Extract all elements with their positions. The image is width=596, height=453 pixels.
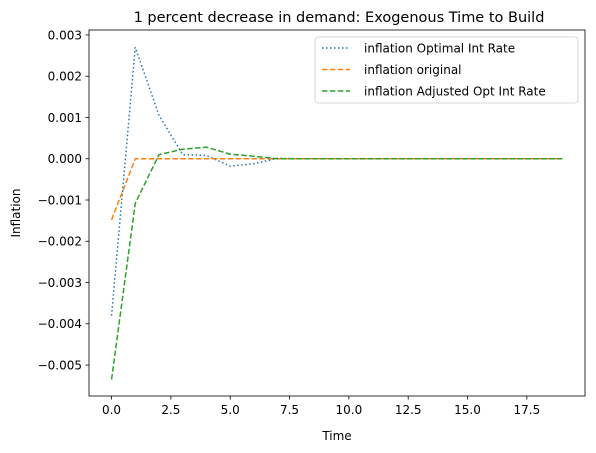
x-tick-label: 10.0 <box>336 403 363 417</box>
x-axis-label: Time <box>321 429 351 443</box>
x-tick-label: 2.5 <box>161 403 180 417</box>
y-axis: −0.005 −0.004 −0.003 −0.002 −0.001 0.000 0.001… <box>38 28 89 372</box>
axes-frame <box>88 29 586 397</box>
plot-lines <box>110 47 563 380</box>
chart-title: 1 percent decrease in demand: Exogenous … <box>134 10 545 26</box>
y-tick-label: −0.002 <box>38 235 82 249</box>
y-tick-label: −0.004 <box>38 317 82 331</box>
y-tick-label: 0.003 <box>48 28 82 42</box>
y-tick-label: 0.000 <box>48 152 82 166</box>
y-tick-label: −0.001 <box>38 193 82 207</box>
y-axis-label: Inflation <box>9 188 23 237</box>
x-tick-label: 5.0 <box>221 403 240 417</box>
x-axis: 0.0 2.5 5.0 7.5 10.0 12.5 15.0 17.5 <box>102 396 540 417</box>
x-tick-label: 7.5 <box>280 403 299 417</box>
x-tick-label: 0.0 <box>102 403 121 417</box>
series-line-3 <box>110 146 563 380</box>
x-tick-label: 12.5 <box>395 403 422 417</box>
y-tick-label: 0.001 <box>48 111 82 125</box>
y-tick-label: −0.005 <box>38 358 82 372</box>
legend-box <box>314 36 579 104</box>
y-tick-label: −0.003 <box>38 276 82 290</box>
x-tick-label: 17.5 <box>513 403 540 417</box>
legend-label-2: inflation original <box>364 63 462 77</box>
y-tick-label: 0.002 <box>48 70 82 84</box>
legend-label-3: inflation Adjusted Opt Int Rate <box>364 84 546 98</box>
series-line-2 <box>110 157 563 221</box>
legend: inflation Optimal Int Rate inflation orig… <box>314 36 579 104</box>
legend-label-1: inflation Optimal Int Rate <box>364 41 515 55</box>
x-tick-label: 15.0 <box>454 403 481 417</box>
